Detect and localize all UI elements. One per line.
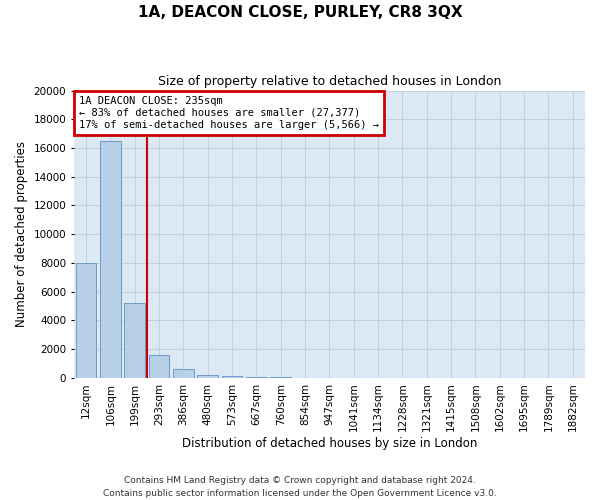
- Bar: [124, 303, 145, 378]
- Text: Contains HM Land Registry data © Crown copyright and database right 2024.
Contai: Contains HM Land Registry data © Crown c…: [103, 476, 497, 498]
- X-axis label: Distribution of detached houses by size in London: Distribution of detached houses by size …: [182, 437, 477, 450]
- Bar: [271, 377, 291, 378]
- Bar: [76, 263, 97, 378]
- Y-axis label: Number of detached properties: Number of detached properties: [15, 141, 28, 327]
- Bar: [149, 355, 169, 378]
- Bar: [100, 141, 121, 378]
- Bar: [197, 375, 218, 378]
- Text: 1A, DEACON CLOSE, PURLEY, CR8 3QX: 1A, DEACON CLOSE, PURLEY, CR8 3QX: [137, 5, 463, 20]
- Title: Size of property relative to detached houses in London: Size of property relative to detached ho…: [158, 75, 501, 88]
- Bar: [173, 369, 194, 378]
- Bar: [222, 376, 242, 378]
- Text: 1A DEACON CLOSE: 235sqm
← 83% of detached houses are smaller (27,377)
17% of sem: 1A DEACON CLOSE: 235sqm ← 83% of detache…: [79, 96, 379, 130]
- Bar: [246, 376, 267, 378]
